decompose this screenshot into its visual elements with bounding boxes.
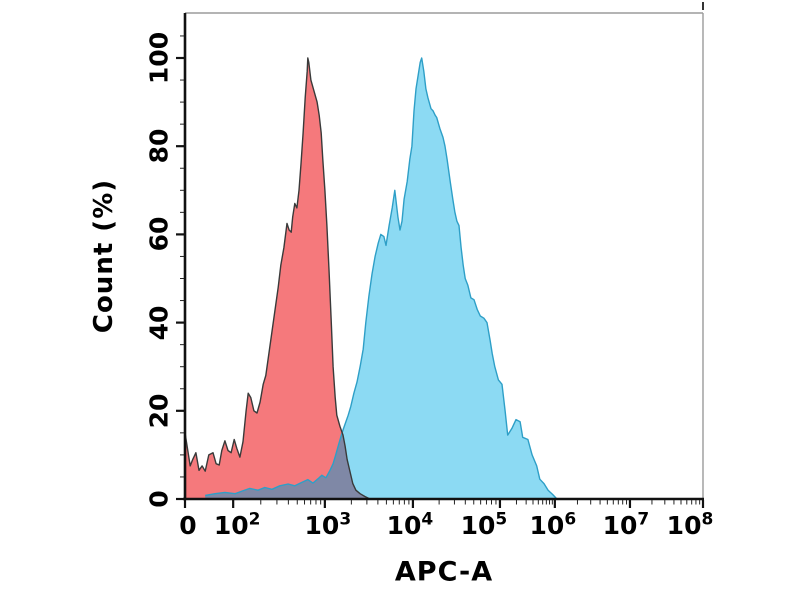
x-tick-label: 103 <box>304 509 352 540</box>
x-tick-label: 106 <box>529 509 577 540</box>
x-tick-label: 0 <box>179 511 197 540</box>
x-tick-label: 102 <box>213 509 261 540</box>
x-tick-label: 105 <box>460 509 508 540</box>
y-tick-label: 80 <box>144 128 174 164</box>
red-histogram-area <box>185 58 370 499</box>
y-tick-label: 0 <box>144 490 174 508</box>
y-axis-title: Count (%) <box>89 178 119 334</box>
x-axis-title: APC-A <box>394 556 494 588</box>
y-tick-label: 20 <box>144 393 174 429</box>
y-tick-label: 40 <box>144 305 174 340</box>
x-tick-label: 107 <box>602 509 650 540</box>
overlap-area <box>205 432 370 499</box>
y-tick-label: 60 <box>144 216 174 252</box>
blue-histogram-outline <box>205 57 558 500</box>
blue-histogram-area <box>205 58 557 499</box>
red-histogram-outline <box>184 57 371 500</box>
x-tick-label: 108 <box>666 509 714 540</box>
x-tick-label: 104 <box>386 509 434 540</box>
y-tick-label: 100 <box>144 31 174 85</box>
